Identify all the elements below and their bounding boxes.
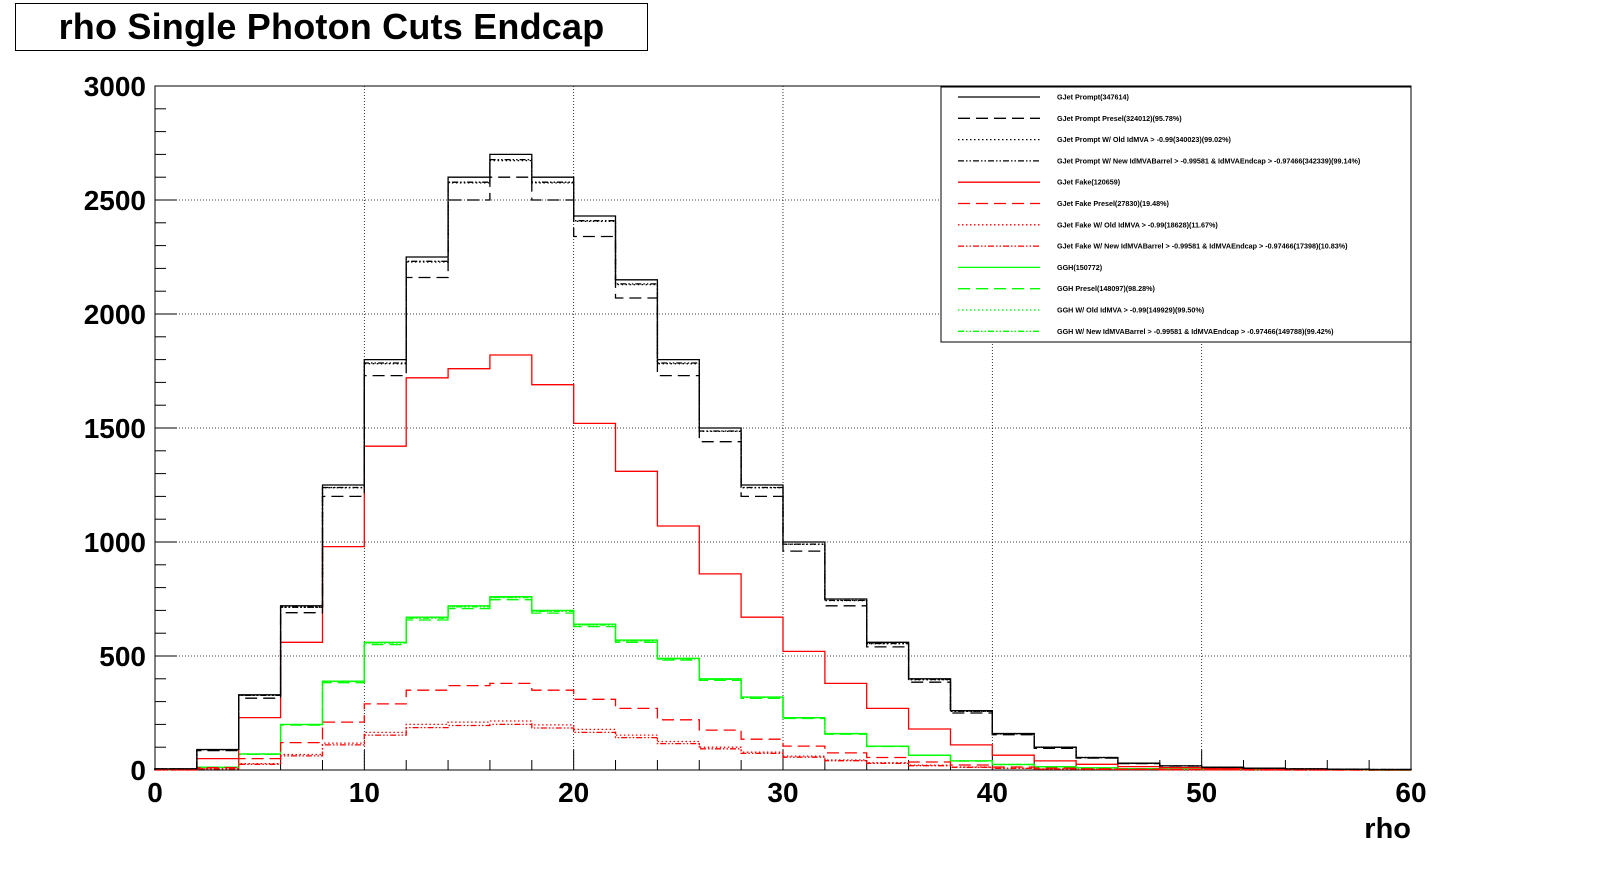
y-tick-label: 1000	[84, 527, 146, 558]
y-tick-label: 1500	[84, 413, 146, 444]
y-tick-label: 500	[99, 641, 146, 672]
legend-label: GGH(150772)	[1057, 263, 1103, 272]
legend-label: GJet Prompt Presel(324012)(95.78%)	[1057, 114, 1182, 123]
legend-label: GGH Presel(148097)(98.28%)	[1057, 284, 1155, 293]
x-axis-label: rho	[1364, 813, 1411, 845]
y-tick-label: 3000	[84, 71, 146, 102]
x-tick-label: 0	[147, 777, 163, 808]
legend-label: GJet Fake Presel(27830)(19.48%)	[1057, 199, 1169, 208]
chart-title-box: rho Single Photon Cuts Endcap	[15, 3, 648, 51]
x-tick-label: 50	[1186, 777, 1217, 808]
legend-label: GJet Fake(120659)	[1057, 178, 1121, 187]
x-tick-label: 40	[977, 777, 1008, 808]
series-line-4	[154, 354, 1412, 771]
legend-label: GJet Prompt(347614)	[1057, 93, 1130, 102]
legend-label: GGH W/ New IdMVABarrel > -0.99581 & IdMV…	[1057, 327, 1334, 336]
axis-ticks	[154, 85, 1412, 771]
x-tick-label: 10	[349, 777, 380, 808]
x-tick-label: 60	[1395, 777, 1426, 808]
legend-label: GJet Prompt W/ New IdMVABarrel > -0.9958…	[1057, 156, 1361, 165]
legend-label: GJet Fake W/ New IdMVABarrel > -0.99581 …	[1057, 242, 1348, 251]
series-line-0	[154, 153, 1412, 771]
legend-label: GGH W/ Old IdMVA > -0.99(149929)(99.50%)	[1057, 306, 1205, 315]
y-tick-label: 0	[130, 755, 146, 786]
series-layer	[154, 153, 1412, 771]
chart-title: rho Single Photon Cuts Endcap	[58, 6, 605, 47]
legend-label: GJet Prompt W/ Old IdMVA > -0.99(340023)…	[1057, 135, 1232, 144]
series-line-8	[154, 596, 1411, 771]
x-tick-label: 20	[558, 777, 589, 808]
y-tick-label: 2500	[84, 185, 146, 216]
legend-label: GJet Fake W/ Old IdMVA > -0.99(18628)(11…	[1057, 220, 1218, 229]
series-line-5	[154, 682, 1411, 771]
legend: GJet Prompt(347614) GJet Prompt Presel(32…	[940, 86, 1412, 343]
x-tick-label: 30	[767, 777, 798, 808]
legend-box	[940, 86, 1412, 343]
tick-labels: 0 10 20 30 40 50 60 0 500 1000 1500 2000 2500 3000	[84, 71, 1427, 808]
y-tick-label: 2000	[84, 299, 146, 330]
